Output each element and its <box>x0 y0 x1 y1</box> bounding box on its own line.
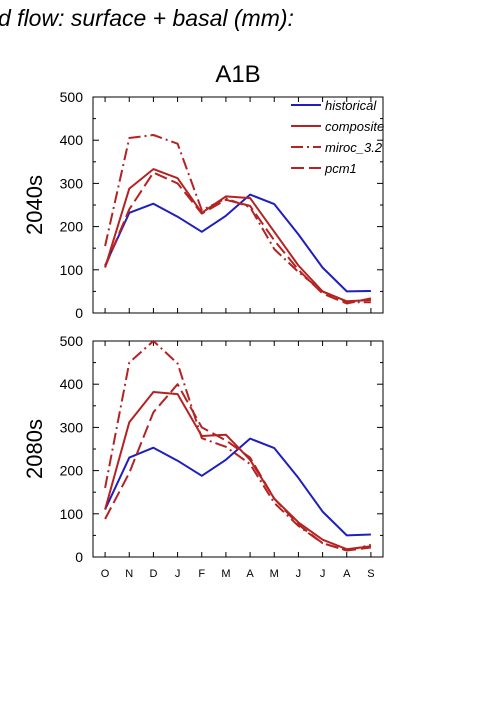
y-tick-label: 100 <box>60 262 84 278</box>
x-tick-label: M <box>221 568 230 580</box>
y-tick-label: 400 <box>60 376 84 392</box>
series-line-pcm1 <box>104 171 372 305</box>
x-tick-label: J <box>320 568 326 580</box>
series-line-composite <box>104 391 372 551</box>
y-tick-label: 400 <box>60 132 84 148</box>
series-line-pcm1 <box>104 383 372 552</box>
x-tick-label: M <box>270 568 279 580</box>
x-tick-label: D <box>149 568 157 580</box>
x-tick-label: F <box>198 568 205 580</box>
series-line-miroc_3.2 <box>104 134 371 304</box>
scenario-title: A1B <box>215 61 260 88</box>
legend-label: composite <box>325 119 384 134</box>
y-tick-label: 0 <box>75 549 83 565</box>
legend-label: miroc_3.2 <box>325 140 383 155</box>
x-tick-label: A <box>246 568 254 580</box>
legend-label: historical <box>325 98 377 113</box>
panel-label: 2080s <box>22 419 47 479</box>
x-tick-label: A <box>343 568 351 580</box>
x-tick-label: O <box>101 568 110 580</box>
figure-title: d flow: surface + basal (mm): <box>0 5 294 31</box>
y-tick-label: 100 <box>60 506 84 522</box>
chart-panels: 0 100 200 300 400 500 2040s historical composite… <box>22 89 384 580</box>
y-tick-label: 300 <box>60 419 84 435</box>
panel-label: 2040s <box>22 175 47 235</box>
x-tick-label: N <box>125 568 133 580</box>
y-tick-label: 200 <box>60 219 84 235</box>
y-tick-label: 300 <box>60 175 84 191</box>
y-tick-label: 500 <box>60 333 84 349</box>
chart-panel-1: 0 100 200 300 400 500 O N D J F M A M J J A S 2080s <box>22 333 384 580</box>
chart-panel-0: 0 100 200 300 400 500 2040s historical composite… <box>22 89 384 321</box>
legend-label: pcm1 <box>324 161 357 176</box>
x-tick-label: J <box>175 568 181 580</box>
x-tick-label: S <box>367 568 374 580</box>
x-tick-label: J <box>296 568 302 580</box>
series-line-composite <box>104 168 371 303</box>
y-tick-label: 200 <box>60 463 84 479</box>
series-line-miroc_3.2 <box>104 340 372 552</box>
y-tick-label: 500 <box>60 89 84 105</box>
y-tick-label: 0 <box>75 305 83 321</box>
series-line-historical <box>104 437 371 537</box>
series-line-historical <box>104 193 371 293</box>
